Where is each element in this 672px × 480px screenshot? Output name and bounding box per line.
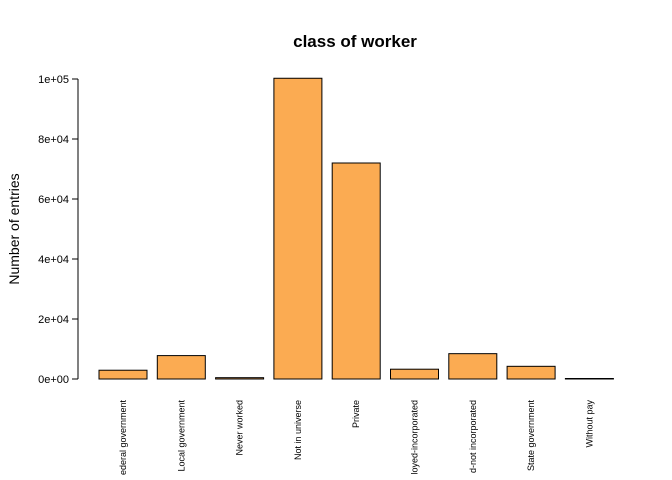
x-tick-label: Not in universe: [293, 400, 303, 460]
bar: [215, 377, 265, 380]
y-tick-label: 2e+04: [38, 314, 69, 326]
x-tick-label: State government: [526, 400, 536, 472]
bar: [448, 353, 498, 380]
bar: [390, 368, 439, 380]
y-tick-label: 6e+04: [38, 194, 69, 206]
x-tick-label: loyed-incorporated: [410, 400, 420, 475]
bar: [156, 355, 206, 380]
bar: [506, 365, 556, 380]
bar: [331, 162, 381, 380]
chart-title: class of worker: [293, 32, 417, 51]
x-tick-label: Local government: [176, 400, 186, 472]
x-tick-label: d-not incorporated: [468, 400, 478, 473]
y-tick-label: 4e+04: [38, 254, 69, 266]
x-tick-label: Without pay: [584, 400, 594, 448]
y-tick-label: 1e+05: [38, 74, 69, 86]
bar: [98, 369, 148, 380]
y-tick-label: 0e+00: [38, 374, 69, 386]
x-tick-label: Never worked: [235, 400, 245, 456]
bar: [273, 77, 323, 380]
x-tick-label: Private: [351, 400, 361, 428]
x-tick-label: ederal government: [118, 400, 128, 476]
y-tick-label: 8e+04: [38, 134, 69, 146]
y-axis-label: Number of entries: [6, 173, 22, 284]
